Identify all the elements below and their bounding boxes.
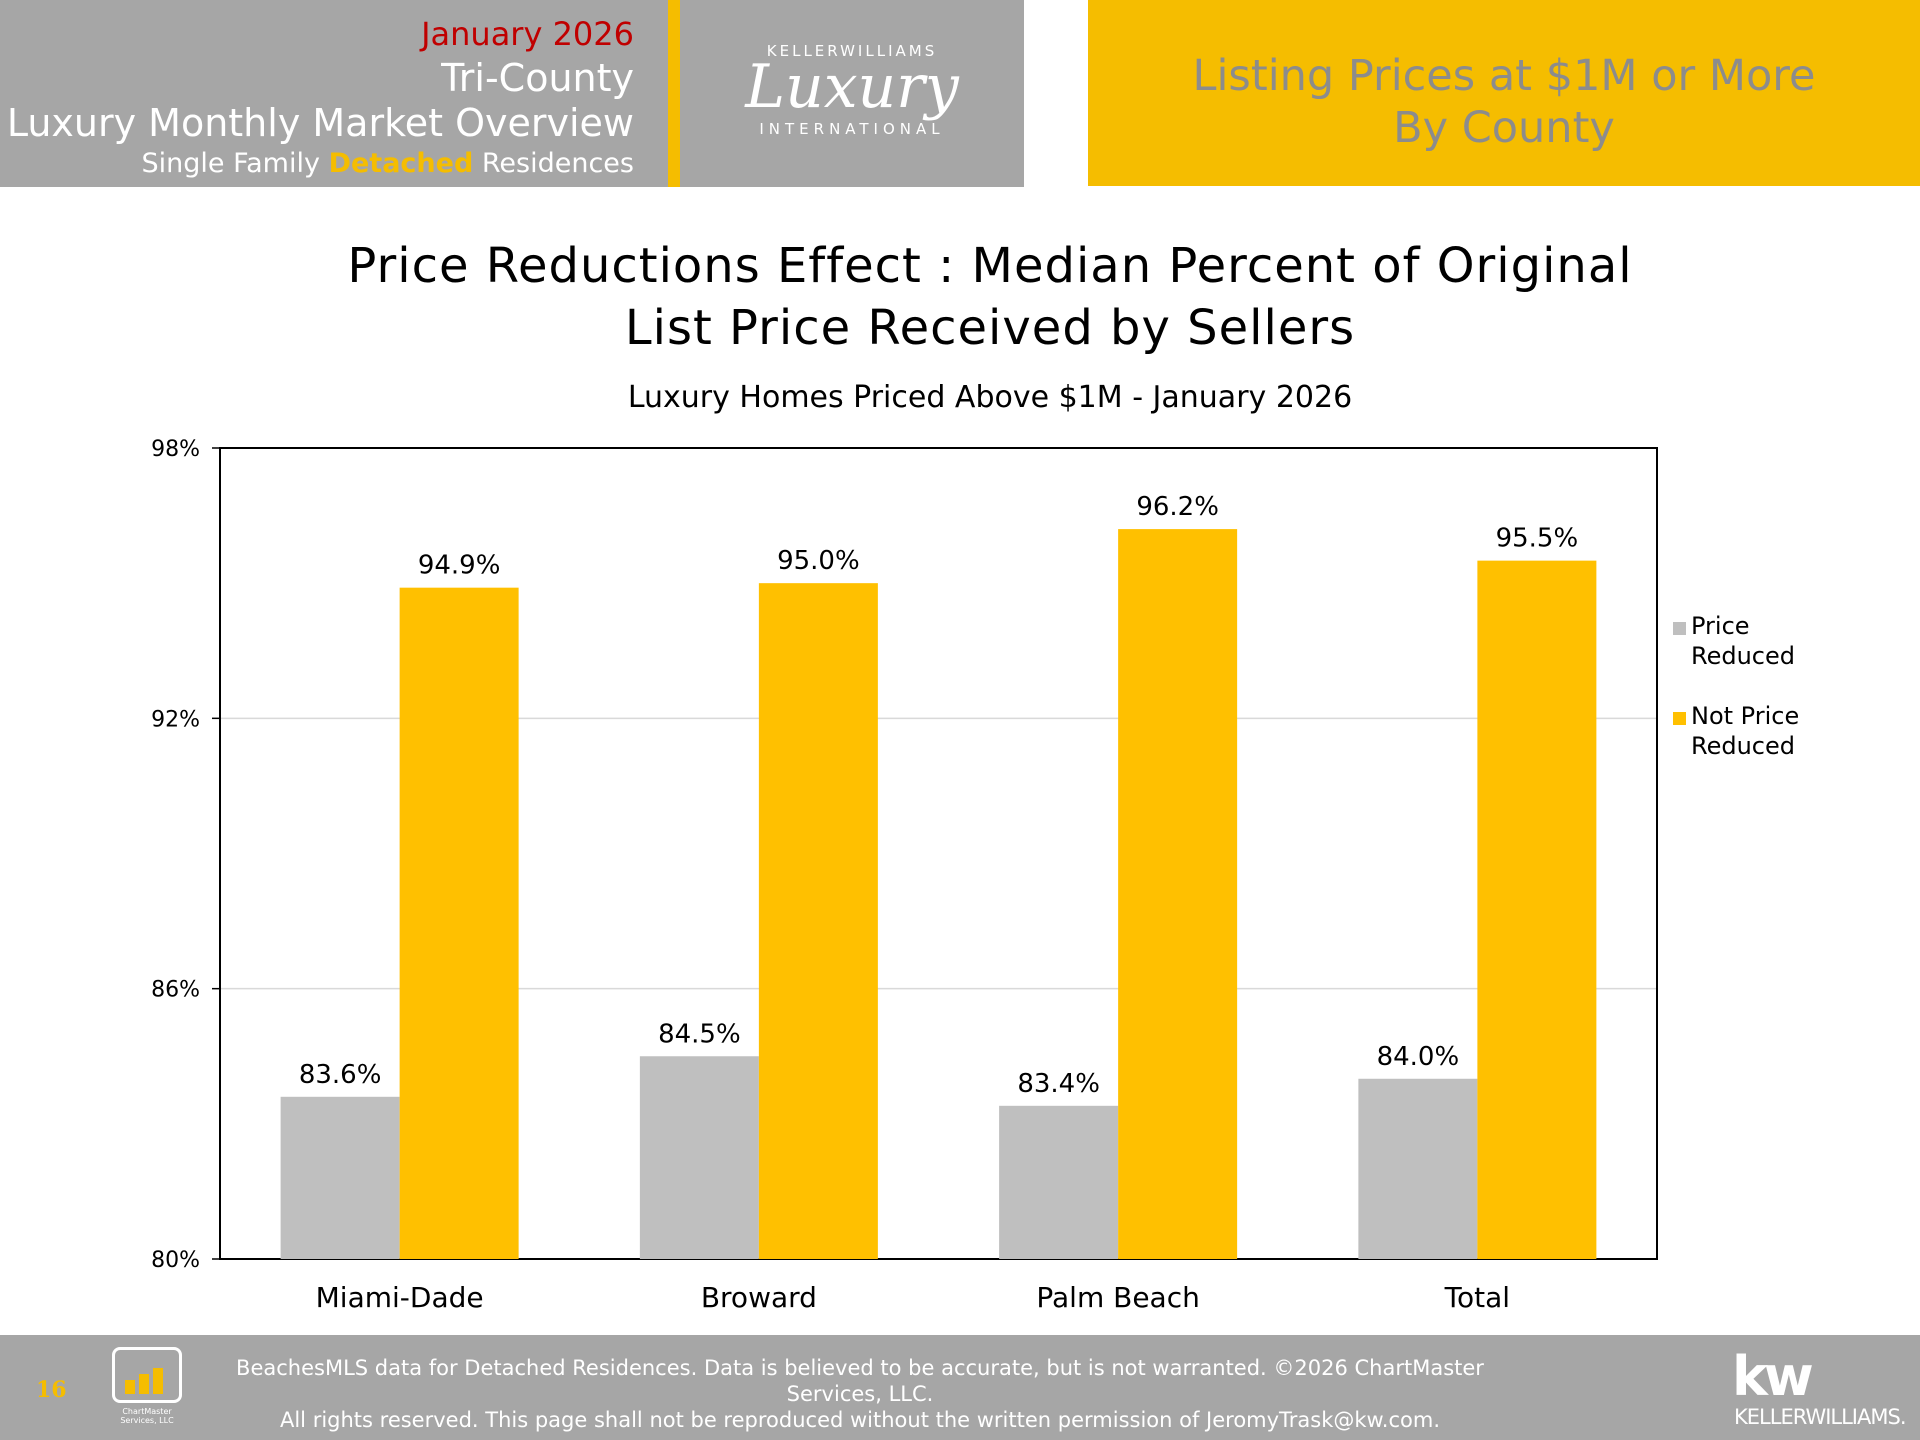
legend-swatch — [1673, 712, 1686, 725]
bar-chart: 80% 86% 92% 98% 83.6% 94.9% Miami-Dade 84.5% 95.… — [151, 437, 1799, 1314]
kw-logo-name: KELLERWILLIAMS. — [1734, 1405, 1906, 1429]
kw-luxury-logo: KELLERWILLIAMS Luxury INTERNATIONAL — [680, 0, 1024, 187]
logo-top-text: KELLERWILLIAMS — [766, 42, 938, 60]
footer-disclaimer: BeachesMLS data for Detached Residences.… — [210, 1355, 1510, 1433]
y-tick-label: 86% — [151, 978, 200, 1003]
footer-line2: All rights reserved. This page shall not… — [279, 1408, 1441, 1432]
section-title: Listing Prices at $1M or More By County — [1088, 50, 1920, 154]
data-label: 84.5% — [658, 1019, 741, 1049]
report-title: Luxury Monthly Market Overview — [6, 101, 634, 145]
section-title-line2: By County — [1393, 103, 1615, 153]
page-number: 16 — [36, 1377, 67, 1403]
data-label: 83.6% — [299, 1060, 382, 1090]
bar-not-price-reduced — [1477, 560, 1597, 1259]
legend-label: Price — [1691, 612, 1750, 640]
legend-label: Reduced — [1691, 732, 1795, 760]
report-date: January 2026 — [421, 15, 634, 53]
report-subtitle: Single Family Detached Residences — [7, 146, 635, 182]
header-left-panel: January 2026 Tri-County Luxury Monthly M… — [0, 0, 668, 187]
legend-label: Not Price — [1691, 702, 1799, 730]
footer-line1: BeachesMLS data for Detached Residences.… — [236, 1356, 1484, 1406]
chartmaster-logo-text: ChartMaster Services, LLC — [104, 1407, 190, 1425]
y-tick-label: 92% — [151, 707, 200, 732]
plot-area-frame — [219, 447, 1658, 1260]
section-title-line1: Listing Prices at $1M or More — [1192, 51, 1816, 101]
bar-price-reduced — [280, 1096, 400, 1259]
bar-not-price-reduced — [758, 583, 878, 1259]
subtitle-highlight: Detached — [328, 148, 474, 179]
logo-bottom-text: INTERNATIONAL — [759, 120, 945, 138]
x-category-label: Palm Beach — [1036, 1281, 1199, 1314]
y-tick-label: 98% — [151, 437, 200, 462]
report-region: Tri-County — [441, 56, 634, 100]
data-label: 94.9% — [418, 551, 501, 581]
legend-label: Reduced — [1691, 642, 1795, 670]
subtitle-pre: Single Family — [141, 148, 320, 179]
chartmaster-logo-line2: Services, LLC — [120, 1416, 174, 1425]
x-category-label: Miami-Dade — [316, 1281, 484, 1314]
bar-price-reduced — [1358, 1078, 1478, 1259]
bar-price-reduced — [999, 1105, 1119, 1259]
y-tick-label: 80% — [151, 1248, 200, 1273]
footer: 16 ChartMaster Services, LLC BeachesMLS … — [0, 1335, 1920, 1440]
x-category-label: Broward — [701, 1281, 817, 1314]
legend-swatch — [1673, 622, 1686, 635]
chartmaster-logo-icon — [112, 1347, 182, 1403]
header-accent-stripe — [668, 0, 680, 187]
data-label: 83.4% — [1017, 1069, 1100, 1099]
logo-script-text: Luxury — [745, 52, 959, 122]
chart-title: Price Reductions Effect : Median Percent… — [220, 235, 1760, 359]
section-title-panel: Listing Prices at $1M or More By County — [1088, 0, 1920, 186]
bar-not-price-reduced — [1118, 529, 1238, 1259]
data-label: 95.0% — [777, 546, 860, 576]
kw-logo-mark: kw — [1732, 1345, 1814, 1408]
chartmaster-logo-line1: ChartMaster — [122, 1407, 172, 1416]
report-header-text: January 2026 Tri-County Luxury Monthly M… — [7, 12, 634, 182]
data-label: 95.5% — [1496, 524, 1579, 554]
chart-subtitle: Luxury Homes Priced Above $1M - January … — [627, 380, 1353, 415]
data-label: 84.0% — [1377, 1042, 1460, 1072]
subtitle-post: Residences — [481, 148, 634, 179]
chart-title-line2: List Price Received by Sellers — [624, 300, 1356, 356]
bar-price-reduced — [639, 1056, 759, 1259]
data-label: 96.2% — [1136, 492, 1219, 522]
chart-title-line1: Price Reductions Effect : Median Percent… — [347, 238, 1633, 294]
bar-not-price-reduced — [399, 587, 519, 1259]
x-category-label: Total — [1444, 1281, 1510, 1314]
